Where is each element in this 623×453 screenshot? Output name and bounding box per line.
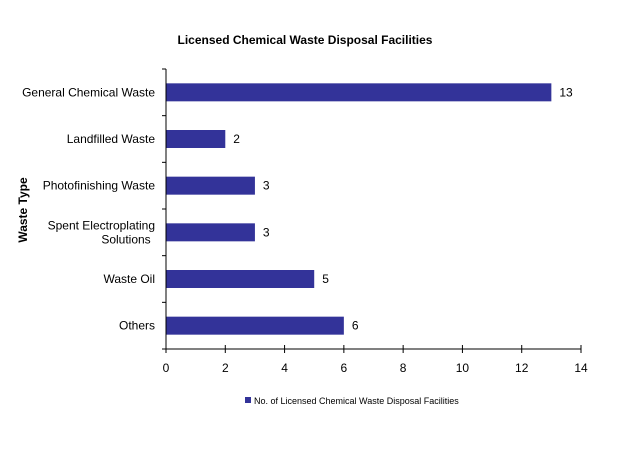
x-tick-label: 8 (400, 361, 407, 375)
category-label: Landfilled Waste (67, 132, 156, 146)
category-label: Photofinishing Waste (43, 179, 156, 193)
x-tick-label: 6 (341, 361, 348, 375)
bar (166, 83, 552, 102)
legend: No. of Licensed Chemical Waste Disposal … (245, 396, 459, 406)
legend-swatch (245, 397, 251, 403)
data-label: 3 (263, 225, 270, 239)
legend-label: No. of Licensed Chemical Waste Disposal … (254, 396, 459, 406)
data-label: 13 (559, 85, 573, 99)
x-tick-label: 14 (574, 361, 588, 375)
bar (166, 270, 315, 288)
bar (166, 316, 344, 335)
x-tick-label: 0 (163, 361, 170, 375)
y-axis-label: Waste Type (16, 177, 30, 243)
x-tick-label: 2 (222, 361, 229, 375)
category-label: Others (119, 319, 155, 333)
bar (166, 223, 255, 242)
x-tick-label: 10 (456, 361, 470, 375)
data-label: 2 (233, 132, 240, 146)
data-label: 5 (322, 272, 329, 286)
bar (166, 176, 255, 195)
data-label: 6 (352, 319, 359, 333)
data-label: 3 (263, 179, 270, 193)
category-label: Spent Electroplating Solutions (48, 218, 155, 246)
x-tick-label: 12 (515, 361, 529, 375)
bar (166, 130, 226, 148)
category-label: Waste Oil (103, 272, 155, 286)
x-tick-label: 4 (281, 361, 288, 375)
chart-title: Licensed Chemical Waste Disposal Facilit… (178, 33, 433, 47)
category-label: General Chemical Waste (22, 85, 155, 99)
